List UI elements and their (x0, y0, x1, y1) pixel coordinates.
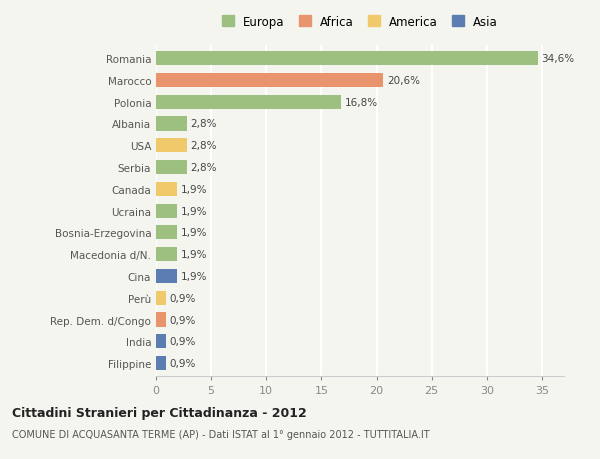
Text: 0,9%: 0,9% (170, 315, 196, 325)
Bar (156, 73, 383, 88)
Text: 2,8%: 2,8% (191, 119, 217, 129)
Bar (156, 356, 166, 370)
Text: 1,9%: 1,9% (181, 250, 208, 260)
Text: 2,8%: 2,8% (191, 141, 217, 151)
Bar (156, 139, 187, 153)
Bar (156, 204, 177, 218)
Bar (156, 117, 187, 131)
Bar (156, 95, 341, 110)
Text: 0,9%: 0,9% (170, 293, 196, 303)
Text: 1,9%: 1,9% (181, 206, 208, 216)
Bar (156, 226, 177, 240)
Bar (156, 335, 166, 349)
Text: 1,9%: 1,9% (181, 228, 208, 238)
Text: 1,9%: 1,9% (181, 185, 208, 195)
Text: 0,9%: 0,9% (170, 358, 196, 368)
Bar (156, 182, 177, 196)
Bar (156, 269, 177, 283)
Text: 1,9%: 1,9% (181, 271, 208, 281)
Text: 2,8%: 2,8% (191, 162, 217, 173)
Bar (156, 247, 177, 262)
Bar (156, 52, 538, 66)
Bar (156, 313, 166, 327)
Text: 16,8%: 16,8% (345, 97, 378, 107)
Legend: Europa, Africa, America, Asia: Europa, Africa, America, Asia (218, 12, 502, 32)
Bar (156, 291, 166, 305)
Text: 20,6%: 20,6% (387, 76, 420, 86)
Text: COMUNE DI ACQUASANTA TERME (AP) - Dati ISTAT al 1° gennaio 2012 - TUTTITALIA.IT: COMUNE DI ACQUASANTA TERME (AP) - Dati I… (12, 429, 430, 439)
Bar (156, 161, 187, 175)
Text: 0,9%: 0,9% (170, 336, 196, 347)
Text: 34,6%: 34,6% (541, 54, 575, 64)
Text: Cittadini Stranieri per Cittadinanza - 2012: Cittadini Stranieri per Cittadinanza - 2… (12, 406, 307, 419)
